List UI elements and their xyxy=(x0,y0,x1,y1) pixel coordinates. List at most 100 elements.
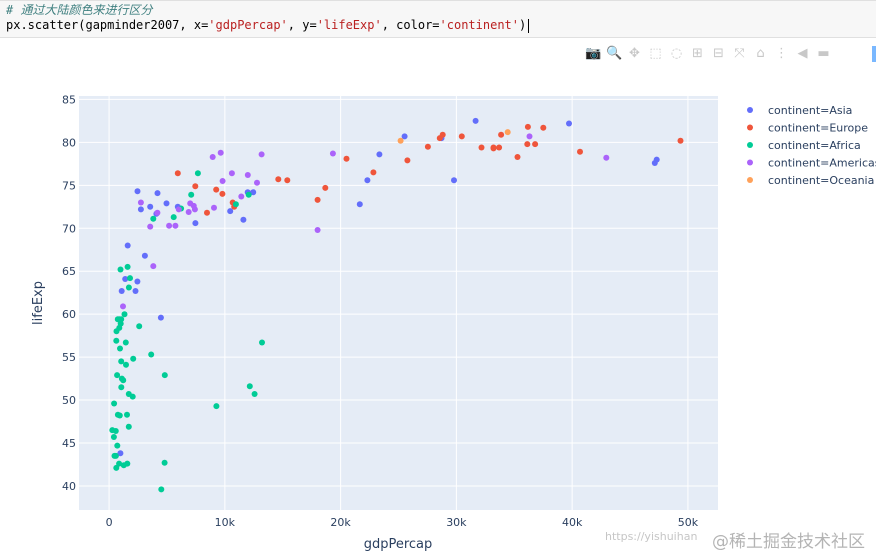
data-point[interactable] xyxy=(258,151,265,158)
autoscale-icon[interactable]: ⤧ xyxy=(734,46,745,61)
data-point[interactable] xyxy=(524,123,531,130)
data-point[interactable] xyxy=(322,184,329,191)
data-point[interactable] xyxy=(577,148,583,155)
zoom-icon[interactable]: 🔍 xyxy=(606,46,623,61)
data-point[interactable] xyxy=(490,144,497,151)
code-cell[interactable]: # 通过大陆颜色来进行区分 px.scatter(gapminder2007, … xyxy=(0,0,876,38)
data-point[interactable] xyxy=(112,452,119,459)
data-point[interactable] xyxy=(250,189,257,196)
data-point[interactable] xyxy=(566,120,572,127)
data-point[interactable] xyxy=(134,188,141,195)
data-point[interactable] xyxy=(116,412,123,419)
data-point[interactable] xyxy=(124,263,131,270)
data-point[interactable] xyxy=(172,222,179,229)
data-point[interactable] xyxy=(677,137,684,144)
data-point[interactable] xyxy=(150,215,157,222)
data-point[interactable] xyxy=(118,375,125,382)
data-point[interactable] xyxy=(228,170,235,177)
data-point[interactable] xyxy=(356,201,363,208)
data-point[interactable] xyxy=(188,191,195,198)
data-point[interactable] xyxy=(170,214,177,221)
data-point[interactable] xyxy=(111,400,118,407)
data-point[interactable] xyxy=(314,196,321,203)
lasso-icon[interactable]: ◌ xyxy=(670,46,683,61)
data-point[interactable] xyxy=(245,191,252,198)
data-point[interactable] xyxy=(213,186,220,193)
data-point[interactable] xyxy=(451,177,457,184)
data-point[interactable] xyxy=(113,337,120,344)
data-point[interactable] xyxy=(343,155,350,162)
data-point[interactable] xyxy=(314,227,321,233)
data-point[interactable] xyxy=(496,144,503,151)
data-point[interactable] xyxy=(157,314,164,321)
home-icon[interactable]: ⌂ xyxy=(756,46,765,61)
data-point[interactable] xyxy=(217,149,224,156)
data-point[interactable] xyxy=(194,170,201,177)
data-point[interactable] xyxy=(125,391,132,397)
hover-compare-icon[interactable]: ▬ xyxy=(817,46,830,61)
data-point[interactable] xyxy=(114,442,121,449)
camera-icon[interactable]: 📷 xyxy=(585,46,602,61)
zoom-out-icon[interactable]: ⊟ xyxy=(713,46,724,61)
data-point[interactable] xyxy=(174,170,181,177)
data-point[interactable] xyxy=(118,358,125,365)
data-point[interactable] xyxy=(209,154,216,160)
data-point[interactable] xyxy=(147,223,154,230)
data-point[interactable] xyxy=(110,434,117,440)
data-point[interactable] xyxy=(127,275,133,282)
data-point[interactable] xyxy=(118,384,125,391)
data-point[interactable] xyxy=(370,169,377,176)
data-point[interactable] xyxy=(124,411,130,418)
data-point[interactable] xyxy=(136,323,143,330)
data-point[interactable] xyxy=(148,351,155,358)
data-point[interactable] xyxy=(240,216,247,223)
data-point[interactable] xyxy=(498,131,505,138)
data-point[interactable] xyxy=(132,288,139,294)
data-point[interactable] xyxy=(504,129,511,136)
data-point[interactable] xyxy=(238,193,245,200)
data-point[interactable] xyxy=(154,190,161,197)
data-point[interactable] xyxy=(122,276,129,282)
data-point[interactable] xyxy=(130,355,137,362)
data-point[interactable] xyxy=(424,143,431,150)
data-point[interactable] xyxy=(244,172,251,178)
pan-icon[interactable]: ✥ xyxy=(629,46,640,61)
data-point[interactable] xyxy=(124,242,131,249)
data-point[interactable] xyxy=(251,391,258,397)
legend-item[interactable]: continent=Oceania xyxy=(747,174,874,187)
data-point[interactable] xyxy=(524,141,531,148)
data-point[interactable] xyxy=(158,486,165,493)
data-point[interactable] xyxy=(397,137,404,144)
data-point[interactable] xyxy=(259,339,265,346)
data-point[interactable] xyxy=(227,208,234,215)
legend-item[interactable]: continent=Africa xyxy=(747,139,861,152)
box-select-icon[interactable]: ⬚ xyxy=(649,46,662,61)
data-point[interactable] xyxy=(191,206,198,213)
data-point[interactable] xyxy=(329,150,336,157)
data-point[interactable] xyxy=(651,160,658,166)
data-point[interactable] xyxy=(211,204,217,211)
data-point[interactable] xyxy=(603,154,610,161)
data-point[interactable] xyxy=(141,252,148,259)
data-point[interactable] xyxy=(112,428,119,434)
data-point[interactable] xyxy=(125,423,132,430)
data-point[interactable] xyxy=(458,133,465,140)
data-point[interactable] xyxy=(439,131,446,138)
data-point[interactable] xyxy=(175,206,182,213)
data-point[interactable] xyxy=(246,383,253,390)
data-point[interactable] xyxy=(118,288,125,294)
zoom-in-icon[interactable]: ⊞ xyxy=(692,46,703,61)
legend-item[interactable]: continent=Asia xyxy=(747,104,852,117)
data-point[interactable] xyxy=(163,200,170,207)
data-point[interactable] xyxy=(526,133,533,140)
data-point[interactable] xyxy=(122,339,129,346)
legend-item[interactable]: continent=Europe xyxy=(747,122,868,135)
data-point[interactable] xyxy=(213,403,220,410)
data-point[interactable] xyxy=(161,372,168,379)
data-point[interactable] xyxy=(532,141,539,148)
data-point[interactable] xyxy=(120,462,127,469)
legend-item[interactable]: continent=Americas xyxy=(747,157,876,170)
data-point[interactable] xyxy=(161,459,168,466)
data-point[interactable] xyxy=(123,361,129,368)
data-point[interactable] xyxy=(192,183,199,190)
